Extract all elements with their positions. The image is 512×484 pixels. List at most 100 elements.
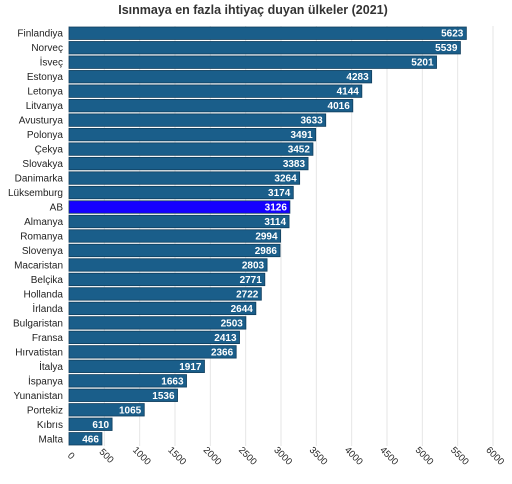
bar-Malta (68, 432, 103, 446)
bar-Fransa (68, 330, 240, 345)
value-label: 2366 (211, 347, 234, 358)
category-label: İtalya (39, 360, 63, 373)
category-label: Letonya (27, 87, 63, 98)
bar-Portekiz (68, 403, 145, 417)
category-label: Hollanda (24, 289, 64, 300)
bar-Norveç (68, 41, 461, 55)
x-tick-label: 1000 (130, 445, 153, 468)
category-label: Belçika (31, 275, 64, 286)
value-label: 2413 (214, 333, 237, 344)
category-label: Romanya (20, 232, 63, 243)
x-tick-label: 4000 (342, 445, 365, 468)
x-tick-label: 2000 (201, 445, 224, 468)
category-label: İspanya (28, 374, 63, 387)
category-label: Danimarka (15, 174, 64, 185)
value-label: 1917 (179, 362, 202, 373)
category-label: Çekya (35, 145, 64, 156)
bar-Romanya (68, 229, 281, 243)
bar-Finlandiya (68, 26, 467, 40)
category-label: Fransa (32, 333, 64, 344)
bar-Hırvatistan (68, 345, 237, 359)
category-label: Yunanistan (14, 391, 64, 402)
bar-Lüksemburg (68, 185, 294, 200)
category-label: Finlandiya (17, 29, 63, 40)
value-label: 4283 (346, 72, 369, 83)
category-label: Kıbrıs (37, 420, 63, 431)
category-label: İsveç (40, 56, 63, 69)
bar-Letonya (68, 84, 363, 98)
chart-title: Isınmaya en fazla ihtiyaç duyan ülkeler … (118, 3, 388, 17)
value-label: 4016 (328, 101, 351, 112)
x-tick-label: 3500 (307, 445, 330, 468)
bar-Litvanya (68, 99, 354, 113)
value-label: 2644 (231, 304, 254, 315)
bar-İtalya (68, 359, 205, 373)
value-label: 4144 (337, 87, 360, 98)
x-tick-label: 0 (65, 450, 77, 462)
bar-İsveç (68, 55, 437, 69)
x-tick-label: 6000 (483, 445, 506, 468)
value-label: 5201 (411, 58, 434, 69)
bar-İrlanda (68, 301, 257, 316)
value-label: 3491 (290, 130, 313, 141)
category-label: Portekiz (27, 405, 63, 416)
category-label: Avusturya (19, 116, 64, 127)
bar-Yunanistan (68, 388, 178, 402)
value-label: 3383 (283, 159, 306, 170)
x-tick-label: 2500 (236, 445, 259, 468)
value-label: 610 (92, 420, 109, 431)
value-label: 3264 (274, 174, 297, 185)
value-label: 2803 (242, 260, 265, 271)
bar-Danimarka (68, 171, 301, 185)
bar-Slovenya (68, 243, 281, 258)
x-tick-label: 5500 (448, 445, 471, 468)
bars (68, 26, 467, 446)
value-label: 3114 (264, 217, 286, 228)
value-label: 466 (82, 434, 99, 445)
bar-Slovakya (68, 156, 309, 171)
x-tick-label: 500 (97, 447, 116, 466)
bar-Almanya (68, 214, 290, 229)
category-label: Bulgaristan (13, 318, 63, 329)
bar-Estonya (68, 70, 373, 84)
category-label: Malta (39, 434, 64, 445)
x-tick-label: 4500 (377, 445, 400, 468)
category-label: Slovenya (22, 246, 64, 257)
value-label: 1663 (161, 376, 184, 387)
x-tick-label: 1500 (165, 445, 188, 468)
value-label: 2986 (255, 246, 278, 257)
category-label: Hırvatistan (15, 347, 63, 358)
value-label: 2994 (255, 232, 278, 243)
x-tick-label: 3000 (271, 445, 294, 468)
bar-İspanya (68, 374, 187, 388)
category-label: Estonya (27, 72, 64, 83)
bar-Hollanda (68, 287, 262, 301)
value-label: 1536 (152, 391, 175, 402)
category-label: Polonya (27, 130, 64, 141)
x-tick-label: 5000 (413, 445, 436, 468)
category-label: Litvanya (26, 101, 64, 112)
bar-Çekya (68, 142, 314, 156)
bar-Kıbrıs (68, 417, 113, 431)
value-label: 2503 (221, 318, 244, 329)
value-label: 5539 (435, 43, 458, 54)
value-label: 2722 (236, 289, 259, 300)
bar-Belçika (68, 272, 266, 287)
category-label: Macaristan (14, 260, 63, 271)
value-label: 3174 (268, 188, 291, 199)
bar-Polonya (68, 127, 317, 142)
category-label: AB (50, 203, 64, 214)
category-label: Almanya (24, 217, 63, 228)
bar-Avusturya (68, 113, 327, 127)
category-label: İrlanda (32, 302, 63, 315)
category-label: Lüksemburg (8, 188, 63, 199)
category-label: Slovakya (22, 159, 63, 170)
value-label: 3633 (300, 116, 323, 127)
bar-Macaristan (68, 258, 268, 272)
value-label: 3126 (265, 203, 288, 214)
x-axis-ticks: 0 500 1000 1500 2000 2500 3000 3500 4000 4500 5000… (65, 445, 506, 468)
value-label: 5623 (441, 29, 464, 40)
value-label: 2771 (240, 275, 263, 286)
